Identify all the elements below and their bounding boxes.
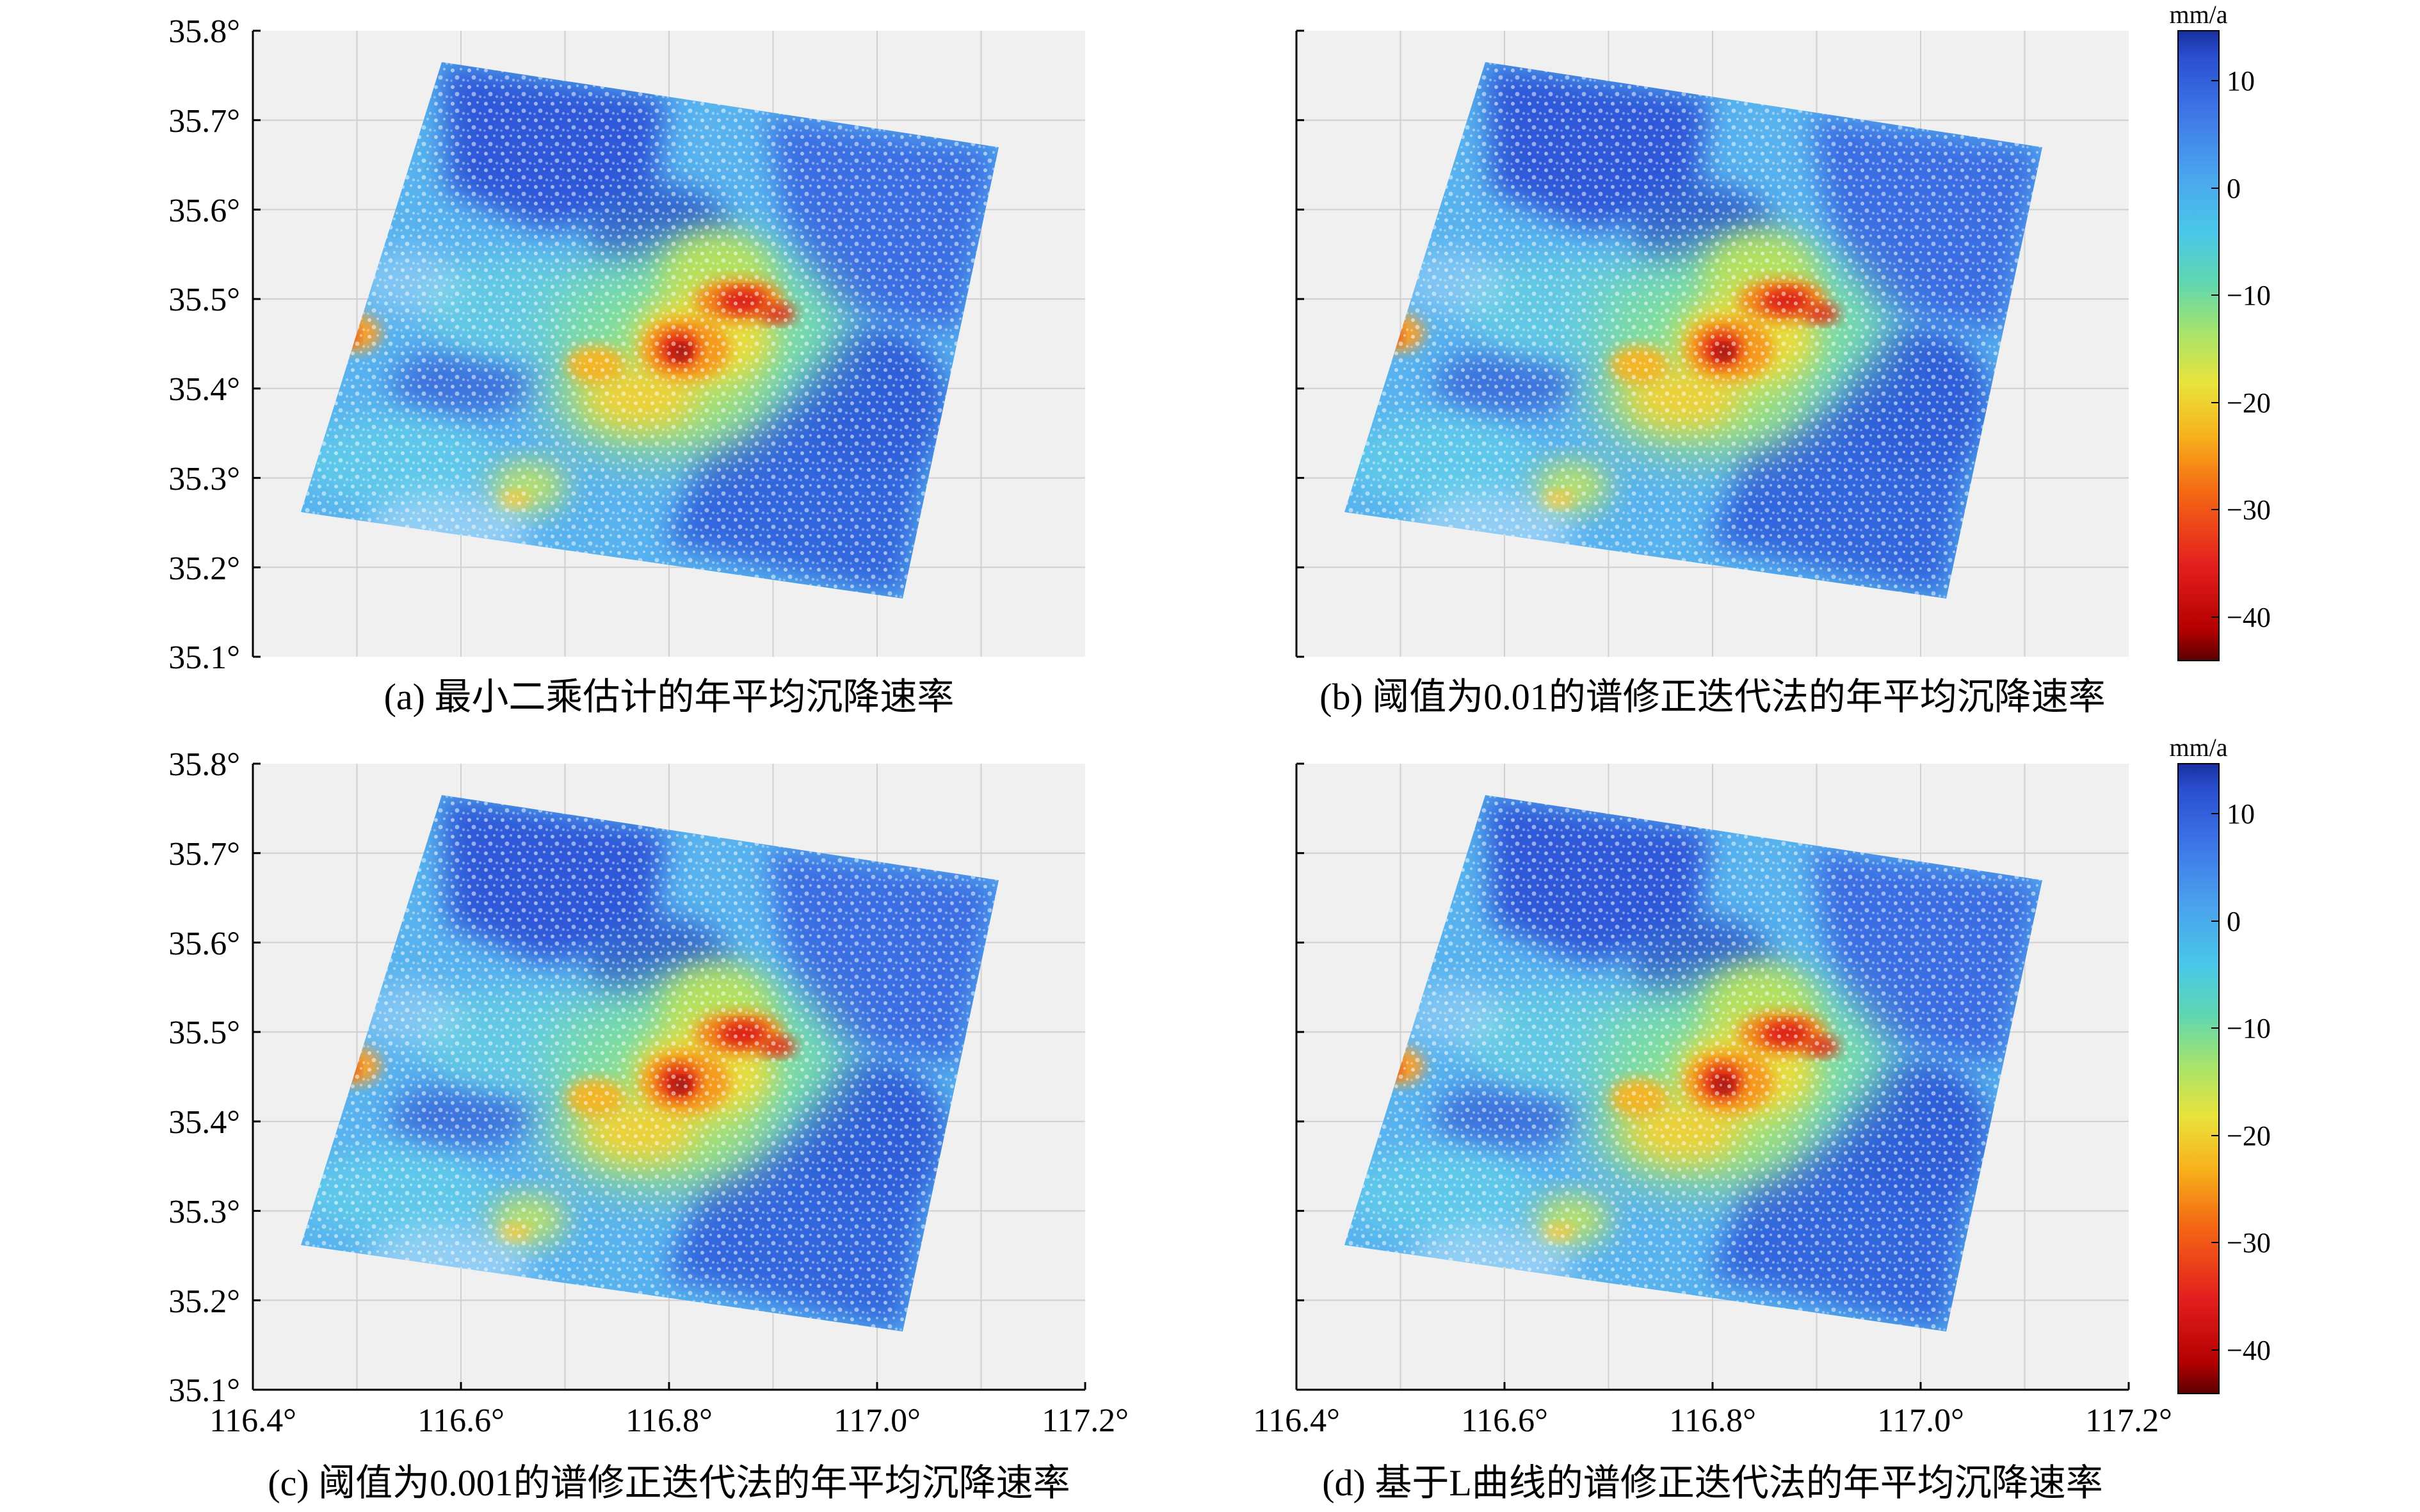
colorbar-unit: mm/a bbox=[2169, 0, 2227, 29]
y-tick-labels: 35.8° 35.7° 35.6° 35.5° 35.4° 35.3° 35.2… bbox=[168, 13, 240, 676]
lat-tick-label: 35.8° bbox=[168, 746, 240, 783]
lat-tick-label: 35.1° bbox=[168, 639, 240, 676]
lon-tick-label: 116.4° bbox=[1253, 1403, 1340, 1439]
lon-tick-label: 117.0° bbox=[1877, 1403, 1964, 1439]
panel-c: 35.8° 35.7° 35.6° 35.5° 35.4° 35.3° 35.2… bbox=[168, 746, 1129, 1504]
lat-tick-label: 35.2° bbox=[168, 1283, 240, 1320]
colorbar-tick-label: 0 bbox=[2227, 173, 2241, 204]
colorbar-ticks bbox=[2211, 80, 2219, 618]
lon-tick-label: 116.4° bbox=[209, 1403, 296, 1439]
x-tick-labels: 116.4° 116.6° 116.8° 117.0° 117.2° bbox=[209, 1403, 1129, 1439]
lon-tick-label: 117.2° bbox=[2085, 1403, 2172, 1439]
lon-tick-label: 116.8° bbox=[1669, 1403, 1756, 1439]
lat-tick-label: 35.8° bbox=[168, 13, 240, 50]
lat-tick-label: 35.5° bbox=[168, 282, 240, 318]
map-area bbox=[1295, 762, 2130, 1391]
lat-tick-label: 35.6° bbox=[168, 193, 240, 229]
colorbar-tick-label: −40 bbox=[2227, 1335, 2271, 1366]
lat-tick-label: 35.3° bbox=[168, 1194, 240, 1230]
colorbar-tick-label: 0 bbox=[2227, 906, 2241, 937]
y-ticks bbox=[1296, 29, 1304, 658]
colorbar-tick-label: −20 bbox=[2227, 387, 2271, 419]
x-tick-labels: 116.4° 116.6° 116.8° 117.0° 117.2° bbox=[1253, 1403, 2172, 1439]
panel-caption: (c) 阈值为0.001的谱修正迭代法的年平均沉降速率 bbox=[268, 1462, 1070, 1504]
colorbar-tick-label: −10 bbox=[2227, 1013, 2271, 1044]
colorbar-tick-label: −40 bbox=[2227, 602, 2271, 633]
lon-tick-label: 117.2° bbox=[1042, 1403, 1129, 1439]
colorbar-gradient bbox=[2177, 763, 2220, 1394]
colorbar-tick-labels: 10 0 −10 −20 −30 −40 bbox=[2227, 65, 2271, 633]
colorbar-tick-labels: 10 0 −10 −20 −30 −40 bbox=[2227, 798, 2271, 1366]
x-ticks bbox=[252, 1382, 1086, 1390]
lat-tick-label: 35.3° bbox=[168, 461, 240, 497]
y-ticks bbox=[253, 762, 261, 1391]
lat-tick-label: 35.4° bbox=[168, 371, 240, 408]
lat-tick-label: 35.7° bbox=[168, 836, 240, 873]
map-area bbox=[252, 762, 1086, 1391]
colorbar-bottom: mm/a 10 0 −10 −20 −30 −40 bbox=[2169, 733, 2271, 1394]
panel-caption: (d) 基于L曲线的谱修正迭代法的年平均沉降速率 bbox=[1322, 1462, 2103, 1504]
panel-b: (b) 阈值为0.01的谱修正迭代法的年平均沉降速率 bbox=[1295, 29, 2129, 718]
panel-a: 35.8° 35.7° 35.6° 35.5° 35.4° 35.3° 35.2… bbox=[168, 13, 1085, 718]
colorbar-ticks bbox=[2211, 813, 2219, 1351]
y-ticks bbox=[253, 29, 261, 658]
lon-tick-label: 117.0° bbox=[834, 1403, 921, 1439]
y-tick-labels: 35.8° 35.7° 35.6° 35.5° 35.4° 35.3° 35.2… bbox=[168, 746, 240, 1409]
map-area bbox=[1295, 29, 2129, 658]
lat-tick-label: 35.4° bbox=[168, 1104, 240, 1141]
colorbar-gradient bbox=[2177, 30, 2220, 661]
colorbar-tick-label: −20 bbox=[2227, 1120, 2271, 1152]
panel-caption: (a) 最小二乘估计的年平均沉降速率 bbox=[384, 676, 955, 718]
x-ticks bbox=[1295, 1382, 2130, 1390]
lat-tick-label: 35.6° bbox=[168, 926, 240, 962]
colorbar-top: mm/a 10 0 −10 −20 −30 −40 bbox=[2169, 0, 2271, 661]
lon-tick-label: 116.8° bbox=[625, 1403, 713, 1439]
colorbar-unit: mm/a bbox=[2169, 733, 2227, 762]
colorbar-tick-label: 10 bbox=[2227, 65, 2255, 97]
colorbar-tick-label: −30 bbox=[2227, 1227, 2271, 1259]
colorbar-tick-label: 10 bbox=[2227, 798, 2255, 830]
lat-tick-label: 35.1° bbox=[168, 1372, 240, 1409]
lat-tick-label: 35.2° bbox=[168, 551, 240, 587]
panel-caption: (b) 阈值为0.01的谱修正迭代法的年平均沉降速率 bbox=[1319, 676, 2106, 718]
panel-d: 116.4° 116.6° 116.8° 117.0° 117.2° (d) 基… bbox=[1253, 762, 2172, 1504]
lat-tick-label: 35.5° bbox=[168, 1015, 240, 1051]
lon-tick-label: 116.6° bbox=[1461, 1403, 1548, 1439]
colorbar-tick-label: −10 bbox=[2227, 280, 2271, 311]
lat-tick-label: 35.7° bbox=[168, 103, 240, 140]
map-area bbox=[252, 29, 1085, 658]
lon-tick-label: 116.6° bbox=[417, 1403, 504, 1439]
y-ticks bbox=[1296, 762, 1304, 1391]
colorbar-tick-label: −30 bbox=[2227, 494, 2271, 526]
